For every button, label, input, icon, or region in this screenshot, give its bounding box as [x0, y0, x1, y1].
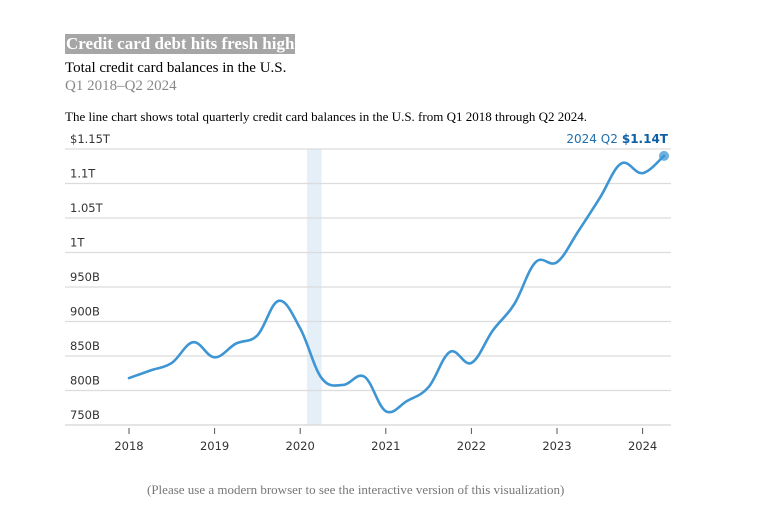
x-tick-label: 2020	[286, 439, 315, 453]
chart-title: Credit card debt hits fresh high	[65, 34, 296, 54]
x-tick-label: 2024	[628, 439, 657, 453]
series-layer	[127, 150, 669, 414]
date-range: Q1 2018–Q2 2024	[65, 78, 177, 94]
x-tick-label: 2019	[200, 439, 229, 453]
y-tick-label: $1.15T	[70, 132, 111, 146]
y-tick-label: 850B	[70, 339, 100, 353]
chart-description: The line chart shows total quarterly cre…	[65, 109, 588, 124]
y-tick-label: 1T	[70, 236, 85, 250]
y-tick-label: 1.05T	[70, 201, 104, 215]
y-tick-label: 1.1T	[70, 167, 96, 181]
y-tick-label: 800B	[70, 374, 100, 388]
end-annotation: 2024 Q2 $1.14T	[566, 132, 668, 146]
chart-subtitle: Total credit card balances in the U.S.	[65, 60, 287, 76]
y-tick-label: 750B	[70, 408, 100, 422]
annotation-label: 2024 Q2	[566, 132, 617, 146]
x-tick-label: 2023	[542, 439, 571, 453]
x-tick-label: 2018	[114, 439, 143, 453]
grid-layer: 750B 800B 850B 900B 950B 1T 1.05T 1.1T $1.15T	[65, 132, 671, 426]
annotation-value: $1.14T	[622, 132, 669, 146]
x-tick-label: 2022	[457, 439, 486, 453]
end-point-marker	[659, 150, 669, 161]
series-line	[127, 154, 666, 414]
x-tick-label: 2021	[371, 439, 400, 453]
y-tick-label: 900B	[70, 305, 100, 319]
browser-note: (Please use a modern browser to see the …	[147, 482, 565, 497]
y-tick-label: 950B	[70, 270, 100, 284]
x-axis: 2018 2019 2020 2021 2022 2023 2024	[114, 428, 657, 453]
